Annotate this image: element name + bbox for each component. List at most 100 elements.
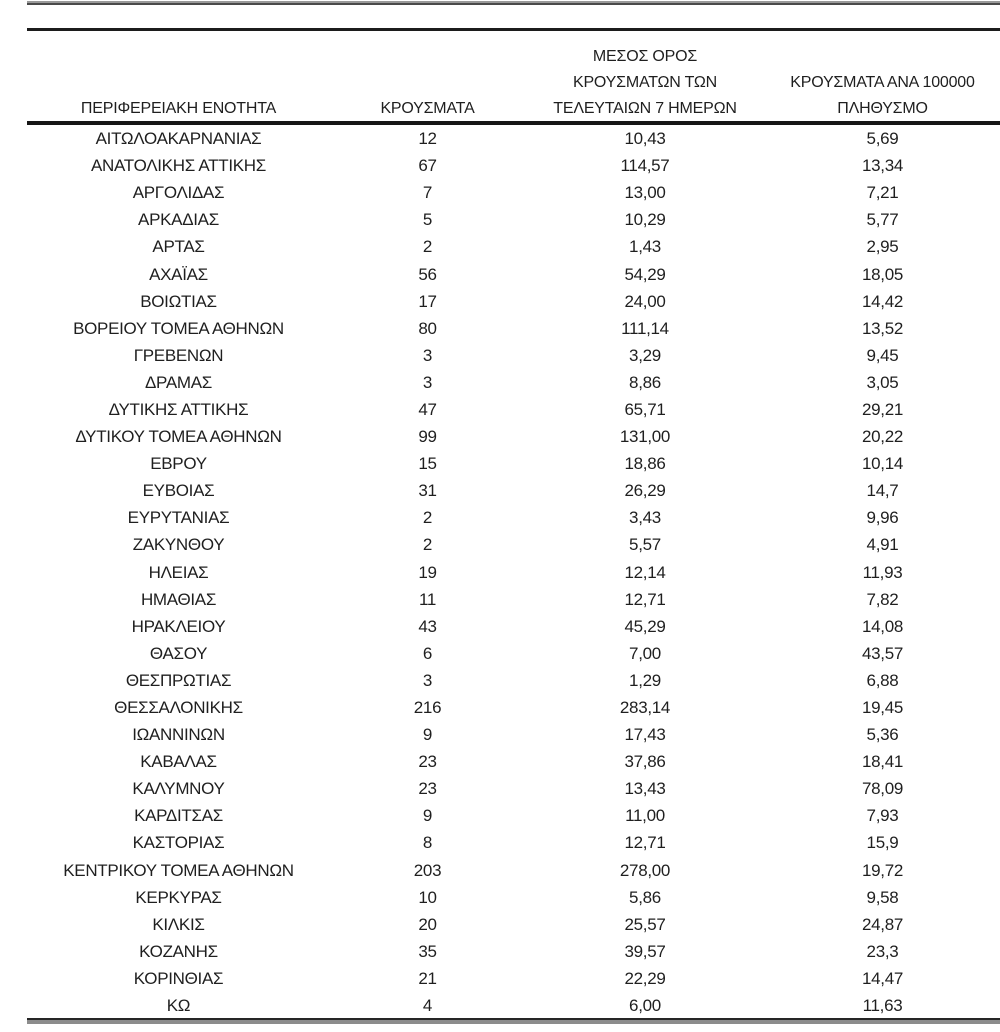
col-header-cases: ΚΡΟΥΣΜΑΤΑ [380,100,475,117]
cell-avg7days: 37,86 [624,752,666,772]
cell-per100k: 6,88 [866,670,899,690]
cell-per100k: 9,45 [866,345,899,365]
cell-region: ΓΡΕΒΕΝΩΝ [133,345,224,365]
cell-per100k: 24,87 [861,914,904,934]
table-row: ΗΜΑΘΙΑΣ 11 12,71 7,82 [27,586,1000,613]
cell-cases: 3 [422,670,433,690]
cell-region: ΚΙΛΚΙΣ [152,914,205,934]
cell-avg7days: 6,00 [629,996,661,1016]
cell-avg7days: 26,29 [624,481,666,501]
cell-region: ΘΕΣΠΡΩΤΙΑΣ [125,670,232,690]
cell-avg7days: 24,00 [624,291,666,311]
cell-avg7days: 45,29 [624,616,666,636]
cell-cases: 47 [418,399,437,419]
cell-cases: 23 [418,779,437,799]
header-rule [27,121,1000,125]
cell-region: ΕΥΒΟΙΑΣ [142,481,215,501]
table-row: ΘΑΣΟΥ 6 7,00 43,57 [27,640,1000,667]
cell-avg7days: 25,57 [624,914,666,934]
cell-avg7days: 5,86 [629,887,661,907]
table-row: ΔΡΑΜΑΣ 3 8,86 3,05 [27,369,1000,396]
cell-avg7days: 18,86 [624,454,666,474]
cell-per100k: 5,69 [866,129,899,149]
cell-region: ΕΒΡΟΥ [150,454,207,474]
cell-cases: 15 [418,454,437,474]
cell-avg7days: 39,57 [624,941,666,961]
table-row: ΔΥΤΙΚΟΥ ΤΟΜΕΑ ΑΘΗΝΩΝ 99 131,00 20,22 [27,423,1000,450]
cell-cases: 80 [418,318,437,338]
cell-cases: 21 [418,968,437,988]
table-row: ΑΝΑΤΟΛΙΚΗΣ ΑΤΤΙΚΗΣ 67 114,57 13,34 [27,152,1000,179]
table-row: ΚΩ 4 6,00 11,63 [27,992,1000,1019]
cell-cases: 12 [418,129,437,149]
cell-per100k: 19,72 [861,860,904,880]
cell-per100k: 10,14 [861,454,904,474]
table-row: ΚΑΣΤΟΡΙΑΣ 8 12,71 15,9 [27,829,1000,856]
cell-per100k: 5,36 [866,725,899,745]
cell-cases: 3 [422,372,433,392]
table-row: ΕΥΒΟΙΑΣ 31 26,29 14,7 [27,477,1000,504]
cell-avg7days: 8,86 [629,372,661,392]
cell-avg7days: 10,29 [624,210,666,230]
cell-region: ΚΑΡΔΙΤΣΑΣ [134,806,223,826]
cell-per100k: 13,34 [861,156,904,176]
cell-cases: 2 [422,508,433,528]
cell-region: ΘΕΣΣΑΛΟΝΙΚΗΣ [114,698,243,718]
cell-per100k: 13,52 [861,318,904,338]
cell-region: ΕΥΡΥΤΑΝΙΑΣ [127,508,230,528]
table-row: ΑΡΤΑΣ 2 1,43 2,95 [27,233,1000,260]
cell-region: ΗΜΑΘΙΑΣ [140,589,217,609]
cell-per100k: 15,9 [866,833,899,853]
table-row: ΚΟΡΙΝΘΙΑΣ 21 22,29 14,47 [27,965,1000,992]
cell-avg7days: 10,43 [624,129,666,149]
bottom-rule [27,1018,1000,1024]
cell-avg7days: 7,00 [629,643,661,663]
cell-cases: 31 [418,481,437,501]
top-rule-outer [27,1,1000,5]
cell-cases: 19 [418,562,437,582]
cell-region: ΘΑΣΟΥ [149,643,208,663]
cell-cases: 203 [413,860,442,880]
top-rule-inner [27,28,1000,31]
cell-region: ΚΑΒΑΛΑΣ [140,752,217,772]
cell-cases: 9 [422,806,433,826]
cell-cases: 99 [418,427,437,447]
table-row: ΚΑΒΑΛΑΣ 23 37,86 18,41 [27,748,1000,775]
table-row: ΚΑΛΥΜΝΟΥ 23 13,43 78,09 [27,775,1000,802]
table-row: ΑΙΤΩΛΟΑΚΑΡΝΑΝΙΑΣ 12 10,43 5,69 [27,125,1000,152]
cell-region: ΖΑΚΥΝΘΟΥ [132,535,225,555]
cell-avg7days: 131,00 [619,427,671,447]
col-header-per100k: ΚΡΟΥΣΜΑΤΑ ΑΝΑ 100000 ΠΛΗΘΥΣΜΟ [790,74,975,117]
cell-avg7days: 12,71 [624,589,666,609]
cell-avg7days: 13,43 [624,779,666,799]
cell-per100k: 7,82 [866,589,899,609]
cell-avg7days: 12,14 [624,562,666,582]
cell-per100k: 7,21 [866,183,899,203]
table-row: ΑΧΑΪΑΣ 56 54,29 18,05 [27,260,1000,287]
cell-region: ΑΝΑΤΟΛΙΚΗΣ ΑΤΤΙΚΗΣ [91,156,266,176]
table-row: ΒΟΡΕΙΟΥ ΤΟΜΕΑ ΑΘΗΝΩΝ 80 111,14 13,52 [27,315,1000,342]
table-row: ΓΡΕΒΕΝΩΝ 3 3,29 9,45 [27,342,1000,369]
cell-per100k: 11,63 [862,996,903,1016]
cell-region: ΚΩ [166,996,191,1016]
cell-per100k: 7,93 [866,806,899,826]
col-header-avg7days: ΜΕΣΟΣ ΟΡΟΣ ΚΡΟΥΣΜΑΤΩΝ ΤΩΝ ΤΕΛΕΥΤΑΙΩΝ 7 Η… [553,48,737,117]
cell-region: ΗΛΕΙΑΣ [148,562,209,582]
cell-per100k: 5,77 [866,210,899,230]
cell-per100k: 43,57 [861,643,904,663]
table-row: ΑΡΚΑΔΙΑΣ 5 10,29 5,77 [27,206,1000,233]
cell-per100k: 9,96 [866,508,899,528]
cell-cases: 67 [418,156,437,176]
cell-region: ΑΡΤΑΣ [152,237,205,257]
cell-cases: 216 [413,698,442,718]
cell-region: ΑΧΑΪΑΣ [149,264,208,284]
cell-region: ΚΕΡΚΥΡΑΣ [135,887,222,907]
cell-avg7days: 54,29 [624,264,666,284]
table-row: ΙΩΑΝΝΙΝΩΝ 9 17,43 5,36 [27,721,1000,748]
cell-cases: 2 [422,237,433,257]
cell-avg7days: 114,57 [620,156,670,176]
table-row: ΘΕΣΣΑΛΟΝΙΚΗΣ 216 283,14 19,45 [27,694,1000,721]
cell-cases: 20 [418,914,437,934]
cell-per100k: 14,47 [861,968,904,988]
